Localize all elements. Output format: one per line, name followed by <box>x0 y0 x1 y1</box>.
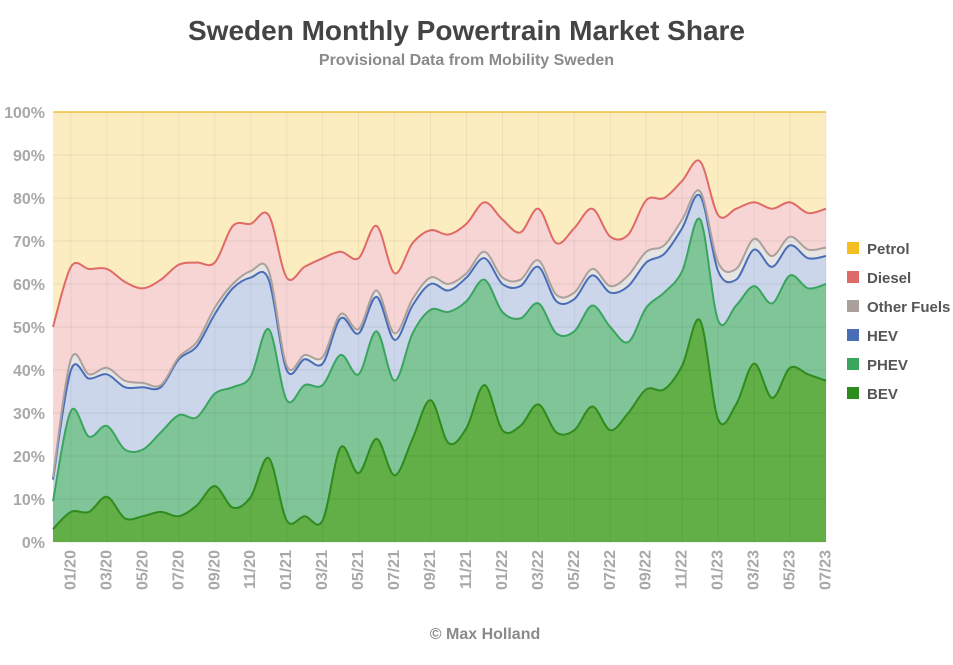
y-tick-label: 0% <box>22 535 45 552</box>
x-tick-label: 03/20 <box>98 550 115 590</box>
x-tick-label: 07/23 <box>818 550 835 590</box>
y-tick-label: 50% <box>13 320 45 337</box>
chart-subtitle: Provisional Data from Mobility Sweden <box>318 52 615 69</box>
line-bev <box>52 318 827 530</box>
legend-item-phev: PHEV <box>847 357 908 374</box>
x-tick-label: 07/20 <box>170 550 187 590</box>
x-tick-label: 05/23 <box>782 550 799 590</box>
y-tick-label: 100% <box>4 105 45 122</box>
legend-label: PHEV <box>867 357 908 374</box>
legend-label: Petrol <box>867 241 910 258</box>
x-tick-label: 01/20 <box>62 550 79 590</box>
x-tick-label: 03/21 <box>314 550 331 590</box>
x-axis: 01/20 03/20 05/20 07/20 09/20 11/20 01/21 03/21… <box>62 550 834 590</box>
line-phev <box>52 217 827 502</box>
area-bev <box>53 319 826 542</box>
x-tick-label: 11/20 <box>242 550 259 589</box>
line-other-fuels <box>52 189 827 478</box>
legend-label: HEV <box>867 328 898 345</box>
y-tick-label: 30% <box>13 406 45 423</box>
y-tick-label: 90% <box>13 148 45 165</box>
legend-item-other-fuels: Other Fuels <box>847 299 950 316</box>
gridlines <box>53 111 827 543</box>
legend-swatch <box>847 329 859 341</box>
y-axis: 0% 10% 20% 30% 40% 50% 60% 70% 80% 90% 100% <box>4 105 45 552</box>
x-tick-label: 11/22 <box>674 550 691 589</box>
y-tick-label: 80% <box>13 191 45 208</box>
line-diesel <box>52 159 827 328</box>
legend-item-hev: HEV <box>847 328 898 345</box>
x-tick-label: 01/22 <box>494 550 511 590</box>
line-hev <box>52 193 827 480</box>
x-tick-label: 11/21 <box>458 550 475 589</box>
x-tick-label: 03/22 <box>530 550 547 590</box>
legend-swatch <box>847 271 859 283</box>
legend-label: Other Fuels <box>867 299 950 316</box>
legend-swatch <box>847 300 859 312</box>
x-tick-label: 01/21 <box>278 550 295 590</box>
x-tick-label: 09/20 <box>206 550 223 590</box>
y-tick-label: 10% <box>13 492 45 509</box>
legend: Petrol Diesel Other Fuels HEV PHEV BEV <box>847 241 950 403</box>
y-tick-label: 40% <box>13 363 45 380</box>
y-tick-label: 20% <box>13 449 45 466</box>
series-lines <box>52 159 827 530</box>
y-tick-label: 60% <box>13 277 45 294</box>
x-tick-label: 07/22 <box>602 550 619 590</box>
chart-title: Sweden Monthly Powertrain Market Share <box>187 15 746 46</box>
legend-item-bev: BEV <box>847 386 898 403</box>
legend-swatch <box>847 387 859 399</box>
legend-swatch <box>847 358 859 370</box>
x-tick-label: 05/21 <box>350 550 367 590</box>
chart-credit: © Max Holland <box>429 626 541 643</box>
x-tick-label: 07/21 <box>386 550 403 590</box>
legend-item-diesel: Diesel <box>847 270 911 287</box>
x-tick-label: 09/21 <box>422 550 439 590</box>
legend-label: Diesel <box>867 270 911 287</box>
x-tick-label: 09/22 <box>638 550 655 590</box>
y-tick-label: 70% <box>13 234 45 251</box>
x-tick-label: 01/23 <box>710 550 727 590</box>
legend-item-petrol: Petrol <box>847 241 910 258</box>
legend-swatch <box>847 242 859 254</box>
x-tick-label: 03/23 <box>746 550 763 590</box>
legend-label: BEV <box>867 386 898 403</box>
x-tick-label: 05/20 <box>134 550 151 590</box>
x-tick-label: 05/22 <box>566 550 583 590</box>
